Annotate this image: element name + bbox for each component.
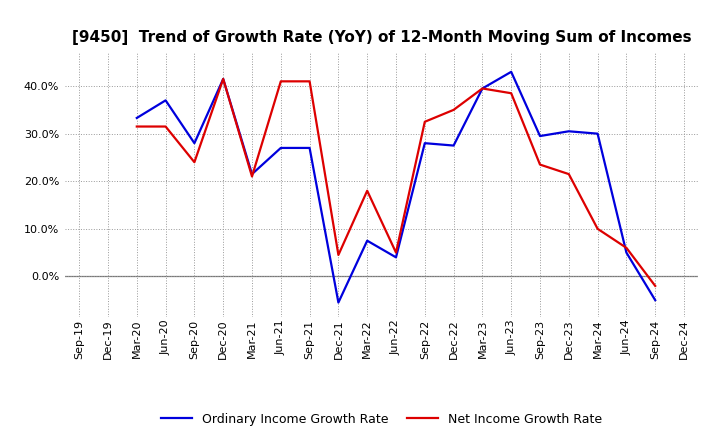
Ordinary Income Growth Rate: [161, 98, 170, 103]
Ordinary Income Growth Rate: [564, 128, 573, 134]
Net Income Growth Rate: [507, 91, 516, 96]
Net Income Growth Rate: [276, 79, 285, 84]
Ordinary Income Growth Rate: [478, 86, 487, 91]
Ordinary Income Growth Rate: [449, 143, 458, 148]
Ordinary Income Growth Rate: [420, 140, 429, 146]
Net Income Growth Rate: [248, 174, 256, 179]
Net Income Growth Rate: [219, 76, 228, 81]
Net Income Growth Rate: [536, 162, 544, 167]
Net Income Growth Rate: [622, 245, 631, 250]
Net Income Growth Rate: [305, 79, 314, 84]
Net Income Growth Rate: [334, 252, 343, 257]
Net Income Growth Rate: [363, 188, 372, 194]
Net Income Growth Rate: [564, 172, 573, 177]
Net Income Growth Rate: [593, 226, 602, 231]
Ordinary Income Growth Rate: [622, 250, 631, 255]
Net Income Growth Rate: [132, 124, 141, 129]
Line: Net Income Growth Rate: Net Income Growth Rate: [137, 79, 655, 286]
Ordinary Income Growth Rate: [507, 69, 516, 74]
Net Income Growth Rate: [449, 107, 458, 113]
Ordinary Income Growth Rate: [363, 238, 372, 243]
Title: [9450]  Trend of Growth Rate (YoY) of 12-Month Moving Sum of Incomes: [9450] Trend of Growth Rate (YoY) of 12-…: [72, 29, 691, 45]
Ordinary Income Growth Rate: [305, 145, 314, 150]
Net Income Growth Rate: [478, 86, 487, 91]
Net Income Growth Rate: [392, 250, 400, 255]
Net Income Growth Rate: [651, 283, 660, 289]
Ordinary Income Growth Rate: [248, 172, 256, 177]
Ordinary Income Growth Rate: [276, 145, 285, 150]
Legend: Ordinary Income Growth Rate, Net Income Growth Rate: Ordinary Income Growth Rate, Net Income …: [156, 407, 608, 430]
Ordinary Income Growth Rate: [536, 133, 544, 139]
Ordinary Income Growth Rate: [190, 140, 199, 146]
Ordinary Income Growth Rate: [334, 300, 343, 305]
Net Income Growth Rate: [420, 119, 429, 125]
Ordinary Income Growth Rate: [132, 115, 141, 121]
Ordinary Income Growth Rate: [392, 255, 400, 260]
Ordinary Income Growth Rate: [651, 297, 660, 303]
Net Income Growth Rate: [190, 160, 199, 165]
Line: Ordinary Income Growth Rate: Ordinary Income Growth Rate: [137, 72, 655, 303]
Net Income Growth Rate: [161, 124, 170, 129]
Ordinary Income Growth Rate: [219, 76, 228, 81]
Ordinary Income Growth Rate: [593, 131, 602, 136]
